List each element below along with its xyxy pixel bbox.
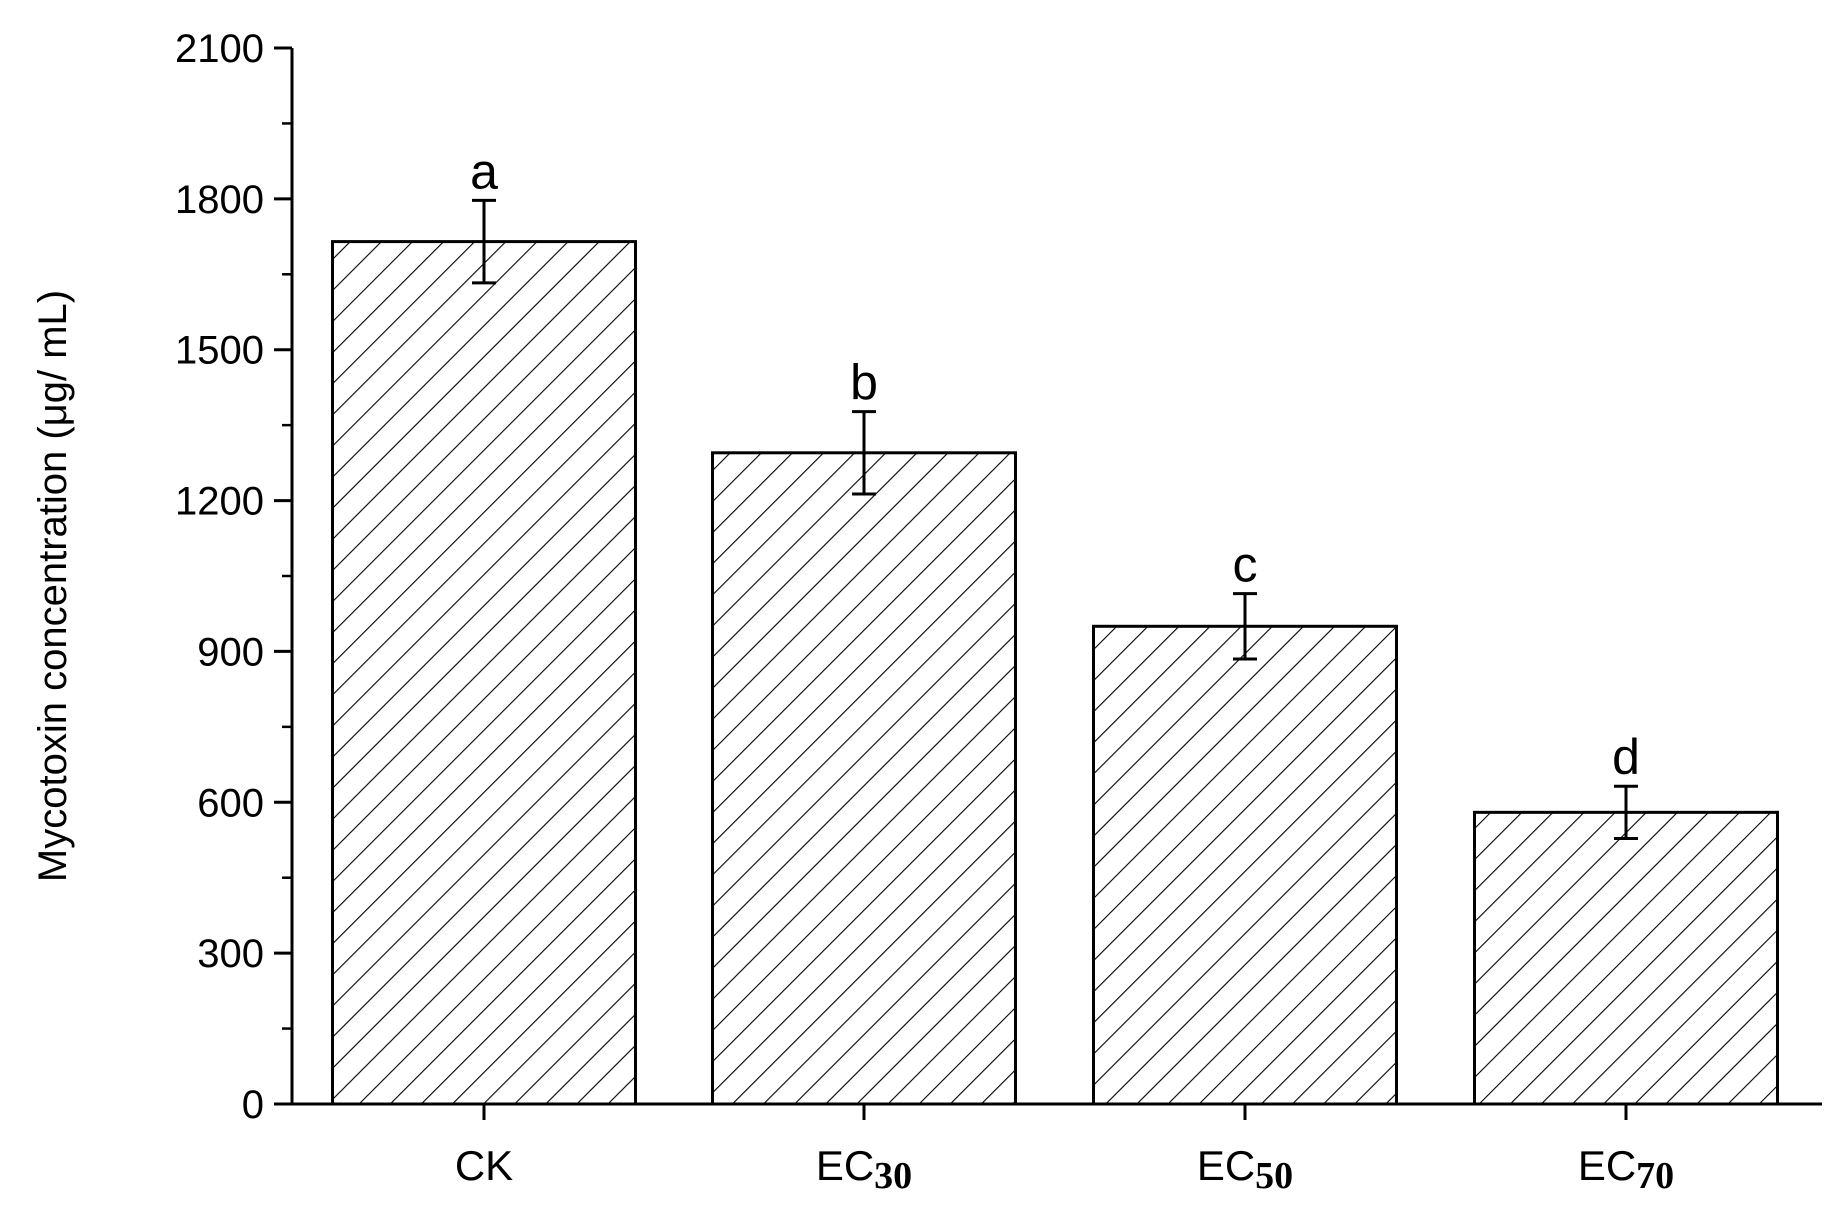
significance-letter: a	[470, 143, 498, 199]
x-tick-label-subscript: 50	[1255, 1155, 1293, 1197]
x-axis: CK EC30 EC50 EC70	[292, 1102, 1822, 1197]
y-tick-label: 600	[197, 781, 264, 825]
error-bars	[472, 198, 1638, 840]
x-tick-label: EC70	[1578, 1142, 1674, 1197]
y-axis-title: Mycotoxin concentration (μg/ mL)	[31, 290, 75, 882]
y-axis: 0 300 600 900 1200 1500 1800 2100	[175, 27, 294, 1127]
y-tick-label: 900	[197, 630, 264, 674]
y-tick-label: 0	[242, 1083, 264, 1127]
bar	[1092, 624, 1398, 1106]
y-tick-label: 1800	[175, 178, 264, 222]
x-tick-label: CK	[455, 1142, 513, 1189]
significance-letter: b	[850, 355, 878, 411]
x-tick-label-subscript: 30	[874, 1155, 912, 1197]
bar	[1473, 810, 1779, 1106]
y-tick-label: 1500	[175, 329, 264, 373]
x-tick-label: EC50	[1197, 1142, 1293, 1197]
x-tick-label-main: EC	[1578, 1142, 1636, 1189]
x-tick-label-subscript: 70	[1636, 1155, 1674, 1197]
bar	[331, 240, 637, 1106]
y-tick-label: 2100	[175, 27, 264, 71]
significance-letters: a b c d	[470, 143, 1640, 785]
y-tick-label: 1200	[175, 480, 264, 524]
y-tick-label: 300	[197, 932, 264, 976]
x-tick-label-main: EC	[816, 1142, 874, 1189]
bars	[331, 240, 1779, 1106]
bar	[711, 451, 1017, 1106]
significance-letter: c	[1233, 537, 1258, 593]
x-tick-label: EC30	[816, 1142, 912, 1197]
x-tick-label-main: CK	[455, 1142, 513, 1189]
x-tick-label-main: EC	[1197, 1142, 1255, 1189]
significance-letter: d	[1612, 729, 1640, 785]
